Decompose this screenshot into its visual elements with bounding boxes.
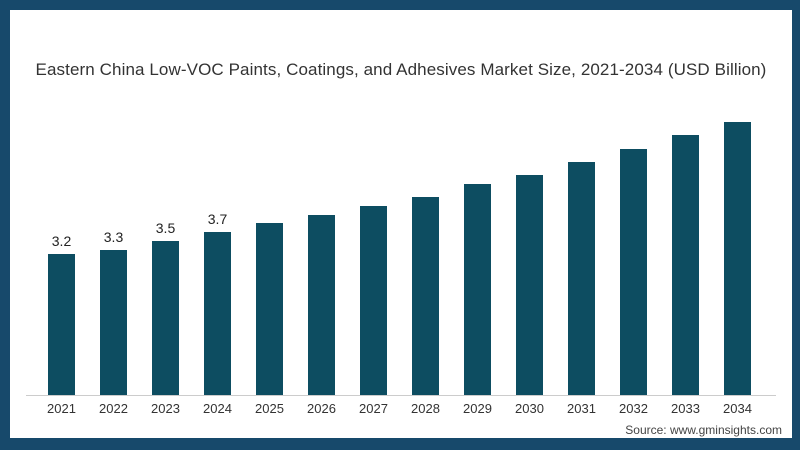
bar-2024 <box>204 232 231 395</box>
x-tick-label-2024: 2024 <box>203 401 232 416</box>
x-tick-label-2028: 2028 <box>411 401 440 416</box>
bar-2021 <box>48 254 75 395</box>
bar-2022 <box>100 250 127 395</box>
source-attribution: Source: www.gminsights.com <box>625 423 782 437</box>
bar-value-label-2023: 3.5 <box>155 220 176 236</box>
x-tick-label-2034: 2034 <box>723 401 752 416</box>
x-tick-label-2027: 2027 <box>359 401 388 416</box>
x-tick-label-2032: 2032 <box>619 401 648 416</box>
x-tick-label-2022: 2022 <box>99 401 128 416</box>
chart-canvas: Eastern China Low-VOC Paints, Coatings, … <box>10 10 792 438</box>
x-tick-label-2021: 2021 <box>47 401 76 416</box>
bar-2033 <box>672 135 699 395</box>
x-tick-label-2029: 2029 <box>463 401 492 416</box>
x-tick-label-2033: 2033 <box>671 401 700 416</box>
bar-2030 <box>516 175 543 395</box>
bar-value-label-2021: 3.2 <box>51 233 72 249</box>
x-tick-label-2025: 2025 <box>255 401 284 416</box>
bar-value-label-2022: 3.3 <box>103 229 124 245</box>
bar-2026 <box>308 215 335 395</box>
bar-2023 <box>152 241 179 395</box>
bar-2029 <box>464 184 491 395</box>
x-tick-label-2031: 2031 <box>567 401 596 416</box>
x-tick-label-2023: 2023 <box>151 401 180 416</box>
bar-2028 <box>412 197 439 395</box>
x-axis-line <box>26 395 776 396</box>
bar-2027 <box>360 206 387 395</box>
chart-title: Eastern China Low-VOC Paints, Coatings, … <box>35 60 767 79</box>
bar-2034 <box>724 122 751 395</box>
x-tick-label-2026: 2026 <box>307 401 336 416</box>
plot-area: 3.2 2021 3.3 2022 3.5 2023 3.7 2024 2025 2026 2027… <box>10 10 792 438</box>
x-tick-label-2030: 2030 <box>515 401 544 416</box>
bar-2031 <box>568 162 595 395</box>
bar-2032 <box>620 149 647 395</box>
bar-2025 <box>256 223 283 395</box>
bar-value-label-2024: 3.7 <box>207 211 228 227</box>
